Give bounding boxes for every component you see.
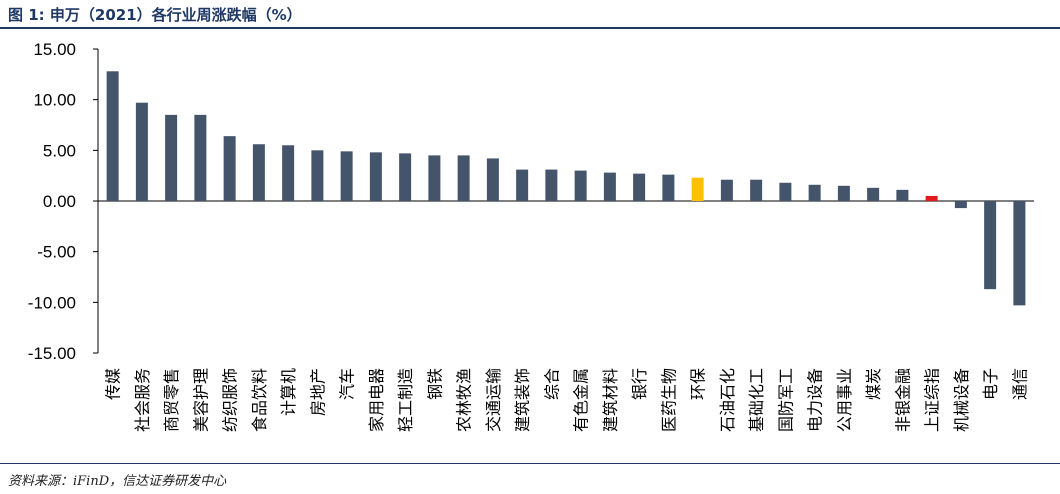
category-label: 美容护理 bbox=[191, 368, 210, 432]
y-tick-label: -5.00 bbox=[37, 243, 76, 262]
category-label: 综合 bbox=[542, 368, 561, 400]
category-label: 国防军工 bbox=[776, 368, 795, 432]
category-label: 非银金融 bbox=[893, 368, 912, 432]
footer-rule bbox=[0, 463, 1060, 464]
bar bbox=[106, 71, 119, 201]
bar bbox=[574, 170, 587, 201]
bar bbox=[954, 201, 967, 209]
category-label: 建筑材料 bbox=[601, 368, 620, 432]
bar bbox=[837, 185, 850, 201]
bars bbox=[106, 71, 1026, 306]
bar-chart: 15.00 10.00 5.00 0.00 -5.00 -10.00 -15.00 传媒 社会… bbox=[28, 40, 1034, 432]
category-label: 医药生物 bbox=[659, 368, 678, 432]
bar bbox=[282, 145, 295, 201]
category-label: 有色金属 bbox=[572, 368, 591, 432]
category-label: 电力设备 bbox=[806, 368, 825, 432]
bar bbox=[340, 151, 353, 201]
category-label: 基础化工 bbox=[747, 368, 766, 432]
category-label: 煤炭 bbox=[864, 368, 883, 400]
bar bbox=[516, 169, 529, 201]
category-label: 纺织服饰 bbox=[221, 368, 240, 432]
y-tick-label: 10.00 bbox=[33, 91, 76, 110]
bar bbox=[428, 155, 441, 201]
y-tick-label: -10.00 bbox=[28, 293, 76, 312]
category-label: 建筑装饰 bbox=[513, 368, 532, 432]
category-label: 传媒 bbox=[104, 368, 123, 400]
bar bbox=[662, 174, 675, 201]
y-tick-label: 5.00 bbox=[43, 141, 76, 160]
bar bbox=[750, 179, 763, 201]
bar bbox=[194, 114, 207, 201]
bar bbox=[457, 155, 470, 201]
category-label: 通信 bbox=[1010, 368, 1029, 400]
bar bbox=[867, 187, 880, 201]
category-label: 轻工制造 bbox=[396, 368, 415, 432]
bar bbox=[399, 153, 412, 201]
bar bbox=[252, 144, 265, 201]
category-label: 家用电器 bbox=[367, 368, 386, 432]
bar bbox=[720, 179, 733, 201]
figure-title: 图 1: 申万（2021）各行业周涨跌幅（%） bbox=[8, 6, 302, 24]
category-label: 食品饮料 bbox=[250, 368, 269, 432]
bar bbox=[369, 152, 382, 201]
category-label: 钢铁 bbox=[425, 368, 444, 400]
category-label: 农林牧渔 bbox=[455, 368, 474, 432]
category-label: 商贸零售 bbox=[162, 368, 181, 432]
category-label: 电子 bbox=[981, 368, 1000, 400]
category-label: 房地产 bbox=[308, 368, 327, 416]
axes: 15.00 10.00 5.00 0.00 -5.00 -10.00 -15.00 bbox=[28, 40, 1034, 363]
bar bbox=[486, 158, 499, 201]
bar bbox=[223, 136, 236, 201]
bar bbox=[165, 114, 178, 201]
bar bbox=[135, 102, 148, 201]
bar bbox=[545, 169, 558, 201]
source-note: 资料来源：iFinD，信达证券研发中心 bbox=[8, 474, 227, 489]
category-label: 社会服务 bbox=[133, 368, 152, 432]
category-label: 机械设备 bbox=[952, 368, 971, 432]
bar bbox=[896, 189, 909, 201]
bar bbox=[779, 182, 792, 201]
category-label: 石油石化 bbox=[718, 368, 737, 432]
category-labels: 传媒 社会服务 商贸零售 美容护理 纺织服饰 食品饮料 计算机 房地产 汽车 家用电器 轻工制造 钢铁… bbox=[104, 368, 1030, 432]
bar bbox=[311, 150, 324, 201]
category-label: 银行 bbox=[630, 368, 649, 400]
bar bbox=[603, 172, 616, 201]
y-tick-label: 15.00 bbox=[33, 40, 76, 59]
bar bbox=[925, 195, 938, 201]
y-tick-label: -15.00 bbox=[28, 344, 76, 363]
category-label: 汽车 bbox=[338, 368, 357, 400]
title-rule bbox=[0, 27, 1060, 29]
bar bbox=[808, 184, 821, 201]
bar bbox=[984, 201, 997, 290]
y-tick-label: 0.00 bbox=[43, 192, 76, 211]
bar bbox=[691, 177, 704, 201]
bar bbox=[633, 173, 646, 201]
category-label: 计算机 bbox=[279, 368, 298, 416]
category-label: 公用事业 bbox=[835, 368, 854, 432]
bar bbox=[1013, 201, 1026, 306]
category-label: 交通运输 bbox=[484, 368, 503, 432]
category-label: 上证综指 bbox=[923, 368, 942, 432]
category-label: 环保 bbox=[689, 368, 708, 400]
